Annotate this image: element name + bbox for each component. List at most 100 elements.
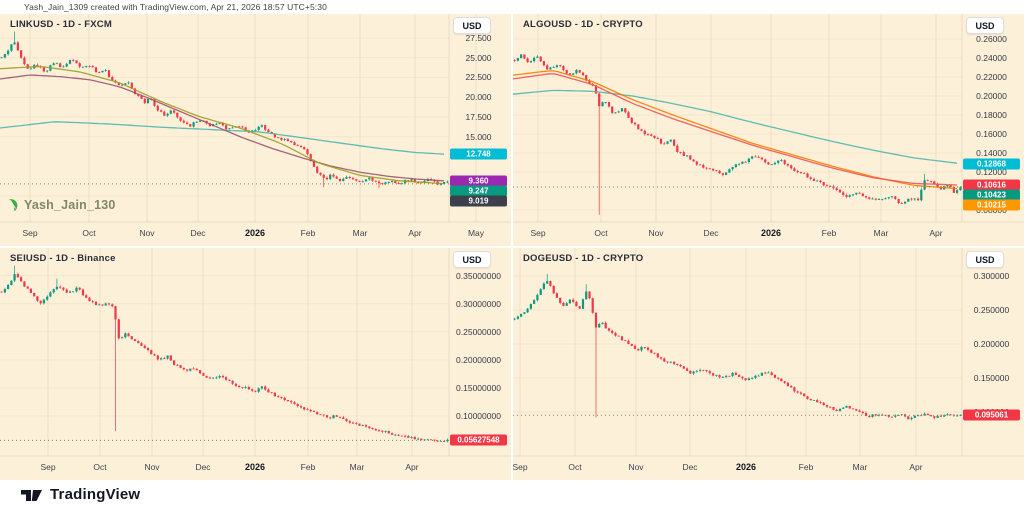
footer: TradingView [0,480,1024,509]
chart-pane-linkusd[interactable]: 27.50025.00022.50020.00017.50015.0007.50… [0,14,511,246]
candlestick-canvas[interactable] [0,248,511,480]
time-axis-label: Apr [405,462,419,472]
time-axis-label: Apr [909,462,923,472]
time-axis-label: Dec [703,228,719,238]
price-label-chip: 0.10215 [963,199,1020,211]
time-axis-label: Oct [568,462,582,472]
price-tick-label: 0.14000 [976,148,1007,159]
price-label-chip: 0.095061 [963,409,1020,421]
time-axis-label: Oct [594,228,608,238]
price-tick-label: 0.24000 [976,53,1007,64]
tradingview-logo-icon [21,489,42,501]
time-axis-label: Mar [352,228,368,238]
chart-pane-dogeusd[interactable]: 0.3000000.2500000.2000000.1500000.100000… [513,248,1024,480]
price-label-chip: 0.12868 [963,158,1020,170]
time-axis-label: Mar [852,462,868,472]
price-tick-label: 0.18000 [976,110,1007,121]
time-axis[interactable]: Sep Oct Nov Dec 2026 Feb Mar Apr [513,222,1024,246]
chart-pane-algousd[interactable]: 0.26000 0.24000 0.22000 0.20000 0.18000 0.160… [513,14,1024,246]
time-axis-label: Apr [929,228,943,238]
price-tick-label: 0.15000000 [456,382,501,393]
price-tick-label: 0.25000000 [456,326,501,337]
time-axis-label: Mar [349,462,365,472]
price-tick-label: 0.30000000 [456,298,501,309]
time-axis[interactable]: Sep Oct Nov Dec 2026 Feb Mar Apr May [0,222,511,246]
attribution-bar: Yash_Jain_1309 created with TradingView.… [0,0,1024,14]
price-tick-label: 25.000 [465,52,492,63]
price-axis[interactable]: 27.50025.00022.50020.00017.50015.0007.50… [0,14,511,246]
price-tick-label: 0.10000000 [456,410,501,421]
time-axis-label: Apr [408,228,422,238]
price-tick-label: 17.500 [465,111,492,122]
brand-name: TradingView [50,486,141,503]
watermark-text: Yash_Jain_130 [24,197,116,212]
time-axis-label: Nov [139,228,155,238]
price-tick-label: 0.300000 [973,271,1010,282]
time-axis-label: Feb [300,462,316,472]
attribution-text: Yash_Jain_1309 created with TradingView.… [24,2,327,12]
symbol-title: ALGOUSD - 1D - CRYPTO [523,19,643,30]
time-axis[interactable]: Sep Oct Nov Dec 2026 Feb Mar Apr [0,456,511,480]
price-axis[interactable]: 0.3000000.2500000.2000000.1500000.100000… [513,248,1024,480]
chart-grid: 27.50025.00022.50020.00017.50015.0007.50… [0,14,1024,480]
chart-pane-seiusd[interactable]: 0.35000000 0.30000000 0.25000000 0.20000000… [0,248,511,480]
price-tick-label: 0.150000 [973,372,1010,383]
price-tick-label: 0.26000 [976,34,1007,45]
time-axis-label: 2026 [244,462,266,472]
price-label-chip: 9.019 [450,195,507,207]
time-axis-label: 2026 [244,228,266,238]
price-tick-label: 15.000 [465,131,492,142]
price-label-chip: 9.360 [450,175,507,187]
time-axis-label: Mar [873,228,889,238]
price-tick-label: 0.22000 [976,72,1007,83]
time-axis-label: Feb [300,228,316,238]
price-axis[interactable]: 0.35000000 0.30000000 0.25000000 0.20000000… [0,248,511,480]
symbol-title: LINKUSD - 1D - FXCM [10,19,112,30]
price-tick-label: 0.20000 [976,91,1007,102]
time-axis-label: Dec [190,228,206,238]
time-axis[interactable]: Sep Oct Nov Dec 2026 Feb Mar Apr [513,456,1024,480]
time-axis-label: 2026 [735,462,757,472]
candlestick-canvas[interactable] [513,248,1024,480]
price-label-chip: 0.10616 [963,179,1020,191]
price-tick-label: 0.16000 [976,129,1007,140]
time-axis-label: Nov [144,462,160,472]
price-label-chip: 12.748 [450,148,507,160]
time-axis-label: Sep [513,462,528,472]
symbol-title: DOGEUSD - 1D - CRYPTO [523,253,644,264]
time-axis-label: Dec [195,462,211,472]
time-axis-label: Dec [682,462,698,472]
price-tick-label: 0.250000 [973,305,1010,315]
price-axis[interactable]: 0.26000 0.24000 0.22000 0.20000 0.18000 0.160… [513,14,1024,246]
currency-button[interactable]: USD [966,17,1004,34]
price-tick-label: 0.12000 [976,167,1007,178]
symbol-title: SEIUSD - 1D - Binance [10,253,116,264]
candlestick-canvas[interactable] [0,14,511,246]
time-axis-label: Sep [22,228,38,238]
time-axis-label: Oct [93,462,107,472]
time-axis-label: Oct [82,228,96,238]
time-axis-label: Nov [628,462,644,472]
price-label-chip: 0.10423 [963,189,1020,201]
time-axis-label: Feb [821,228,837,238]
price-label-chip: 0.05627548 [450,434,507,446]
time-axis-label: Nov [648,228,664,238]
time-axis-label: Sep [40,462,56,472]
price-tick-label: 0.20000000 [456,354,501,365]
price-tick-label: 0.35000000 [456,270,501,281]
time-axis-label: May [467,228,485,238]
time-axis-label: Feb [798,462,814,472]
time-axis-label: 2026 [760,228,782,238]
currency-button[interactable]: USD [453,17,491,34]
currency-button[interactable]: USD [453,251,491,268]
price-tick-label: 0.200000 [973,338,1010,349]
price-tick-label: 27.500 [465,32,492,43]
price-tick-label: 20.000 [465,92,492,103]
sprout-icon [9,199,18,211]
price-tick-label: 22.500 [465,72,492,83]
user-watermark: Yash_Jain_130 [8,197,116,212]
candlestick-canvas[interactable] [513,14,1024,246]
price-label-chip: 9.247 [450,185,507,197]
currency-button[interactable]: USD [966,251,1004,268]
time-axis-label: Sep [530,228,546,238]
